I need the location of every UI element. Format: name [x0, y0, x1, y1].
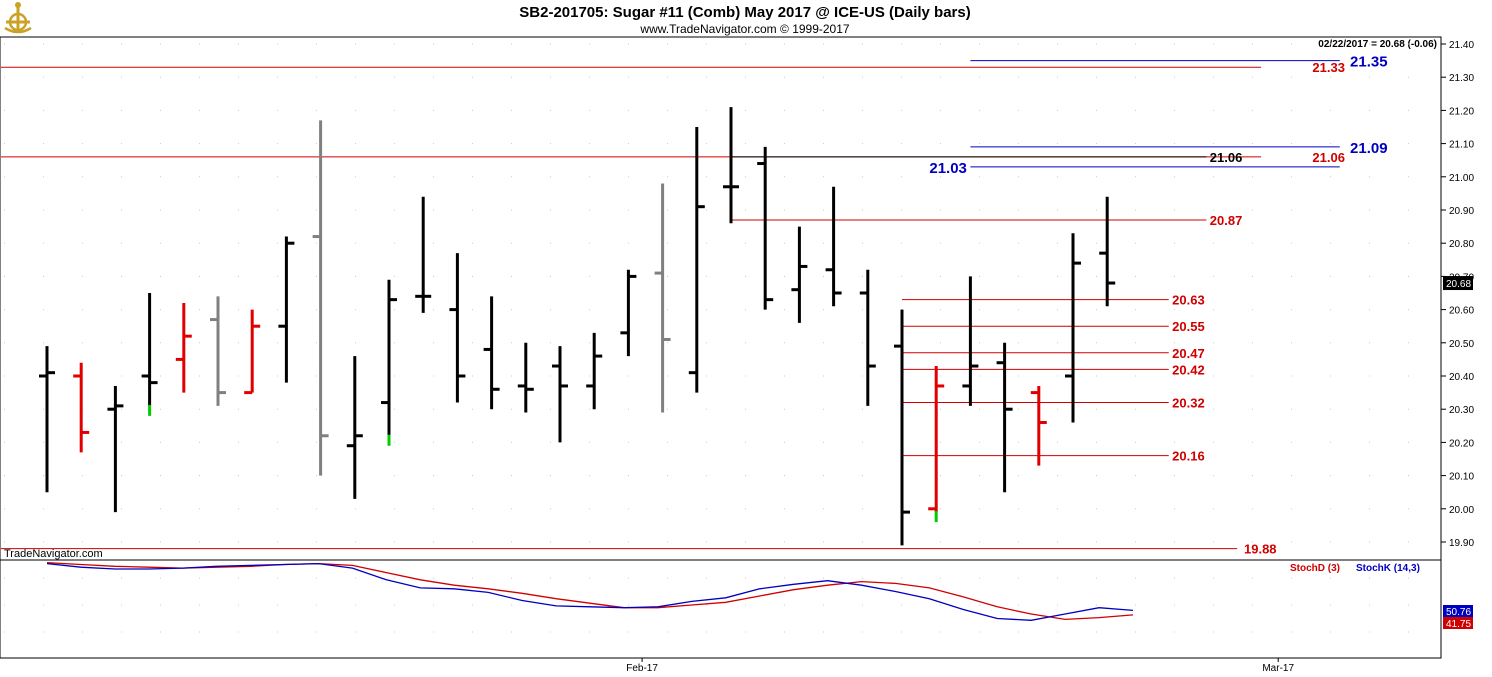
ohlc-bar: [73, 362, 90, 453]
ohlc-bar: [346, 356, 363, 499]
ohlc-bar: [1099, 196, 1116, 307]
ohlc-bar: [381, 279, 397, 446]
logo: [2, 0, 34, 34]
level-label: 21.06: [1210, 150, 1243, 165]
level-label: 20.32: [1172, 396, 1205, 411]
ohlc-bar: [483, 296, 500, 410]
y-tick-label: 20.50: [1449, 339, 1474, 350]
ohlc-bar: [278, 236, 295, 383]
ohlc-bar: [552, 346, 568, 443]
level-label: 21.35: [1350, 54, 1388, 71]
ohlc-bar: [517, 342, 534, 413]
ohlc-bar: [757, 146, 774, 310]
price-axis: 21.4021.3021.2021.1021.0020.9020.8020.70…: [1441, 40, 1474, 549]
y-tick-label: 20.00: [1449, 505, 1474, 516]
ohlc-bar: [141, 293, 158, 416]
y-tick-label: 20.40: [1449, 372, 1474, 383]
date-axis: Feb-17 Mar-17: [626, 658, 1294, 674]
ohlc-bar: [244, 309, 261, 395]
ohlc-bar: [312, 120, 329, 476]
ohlc-bar: [39, 346, 55, 493]
price-grid: [4, 43, 1438, 543]
ohlc-bar: [723, 107, 739, 224]
y-tick-label: 20.80: [1449, 239, 1474, 250]
y-tick-label: 20.90: [1449, 206, 1474, 217]
ohlc-bar: [175, 302, 192, 393]
y-tick-label: 19.90: [1449, 538, 1474, 549]
price-panel-frame: [0, 36, 1442, 561]
level-label: 19.88: [1244, 542, 1277, 557]
ohlc-bar: [1030, 385, 1047, 466]
stochk-line: [46, 562, 1134, 621]
level-label: 21.33: [1312, 60, 1345, 75]
price-levels: 21.33 21.06 21.06 20.87 20.63 20.55 20.4720.42…: [1, 54, 1388, 557]
ohlc-bar: [586, 332, 603, 410]
y-tick-label: 21.30: [1449, 73, 1474, 84]
ohlc-bar: [449, 253, 466, 403]
ohlc-bar: [859, 269, 876, 406]
level-label: 21.03: [929, 160, 967, 177]
y-tick-label: 20.30: [1449, 405, 1474, 416]
ohlc-bar: [962, 276, 979, 406]
level-label: 20.42: [1172, 362, 1205, 377]
chart-title: SB2-201705: Sugar #11 (Comb) May 2017 @ …: [519, 4, 970, 21]
legend-stochk: StochK (14,3): [1356, 563, 1420, 574]
last-price-info: 02/22/2017 = 20.68 (-0.06): [1318, 39, 1437, 50]
ohlc-bar: [996, 342, 1013, 493]
y-tick-label: 20.60: [1449, 306, 1474, 317]
ohlc-bar: [415, 196, 432, 313]
level-label: 20.16: [1172, 449, 1205, 464]
x-tick-label: Feb-17: [626, 663, 658, 674]
ohlc-bar: [654, 183, 671, 413]
ohlc-bar: [107, 385, 124, 513]
ohlc-bar: [791, 226, 808, 323]
y-tick-label: 21.20: [1449, 106, 1474, 117]
price-bars: [39, 107, 1116, 546]
ohlc-bar: [1065, 233, 1081, 423]
level-label: 20.63: [1172, 293, 1205, 308]
ohlc-bar: [620, 269, 637, 357]
y-tick-label: 20.20: [1449, 438, 1474, 449]
y-tick-label: 21.40: [1449, 40, 1474, 51]
copyright-text: www.TradeNavigator.com © 1999-2017: [639, 22, 849, 36]
level-label: 20.47: [1172, 346, 1205, 361]
level-label: 21.09: [1350, 140, 1388, 157]
level-label: 20.87: [1210, 213, 1243, 228]
y-tick-label: 21.10: [1449, 140, 1474, 151]
watermark: TradeNavigator.com: [4, 548, 103, 560]
stochk-value: 50.76: [1446, 607, 1471, 618]
stochastic-panel-frame: [0, 559, 1442, 659]
ohlc-bar: [825, 186, 842, 307]
stochd-line: [46, 562, 1134, 621]
stochd-value-box: [1443, 617, 1473, 629]
ohlc-bar: [894, 309, 910, 546]
y-tick-label: 20.10: [1449, 472, 1474, 483]
last-price-box: [1443, 276, 1473, 291]
level-label: 20.55: [1172, 319, 1205, 334]
ohlc-bar: [210, 296, 226, 406]
ohlc-bar: [688, 127, 705, 393]
ohlc-bar: [928, 366, 945, 523]
level-label: 21.06: [1312, 150, 1345, 165]
x-tick-label: Mar-17: [1262, 663, 1294, 674]
y-tick-label: 21.00: [1449, 173, 1474, 184]
stochd-value: 41.75: [1446, 619, 1471, 630]
stochk-value-box: [1443, 605, 1473, 617]
ship-wheel-logo-icon: [4, 2, 32, 34]
last-price-label: 20.68: [1446, 279, 1471, 290]
legend-stochd: StochD (3): [1290, 563, 1340, 574]
